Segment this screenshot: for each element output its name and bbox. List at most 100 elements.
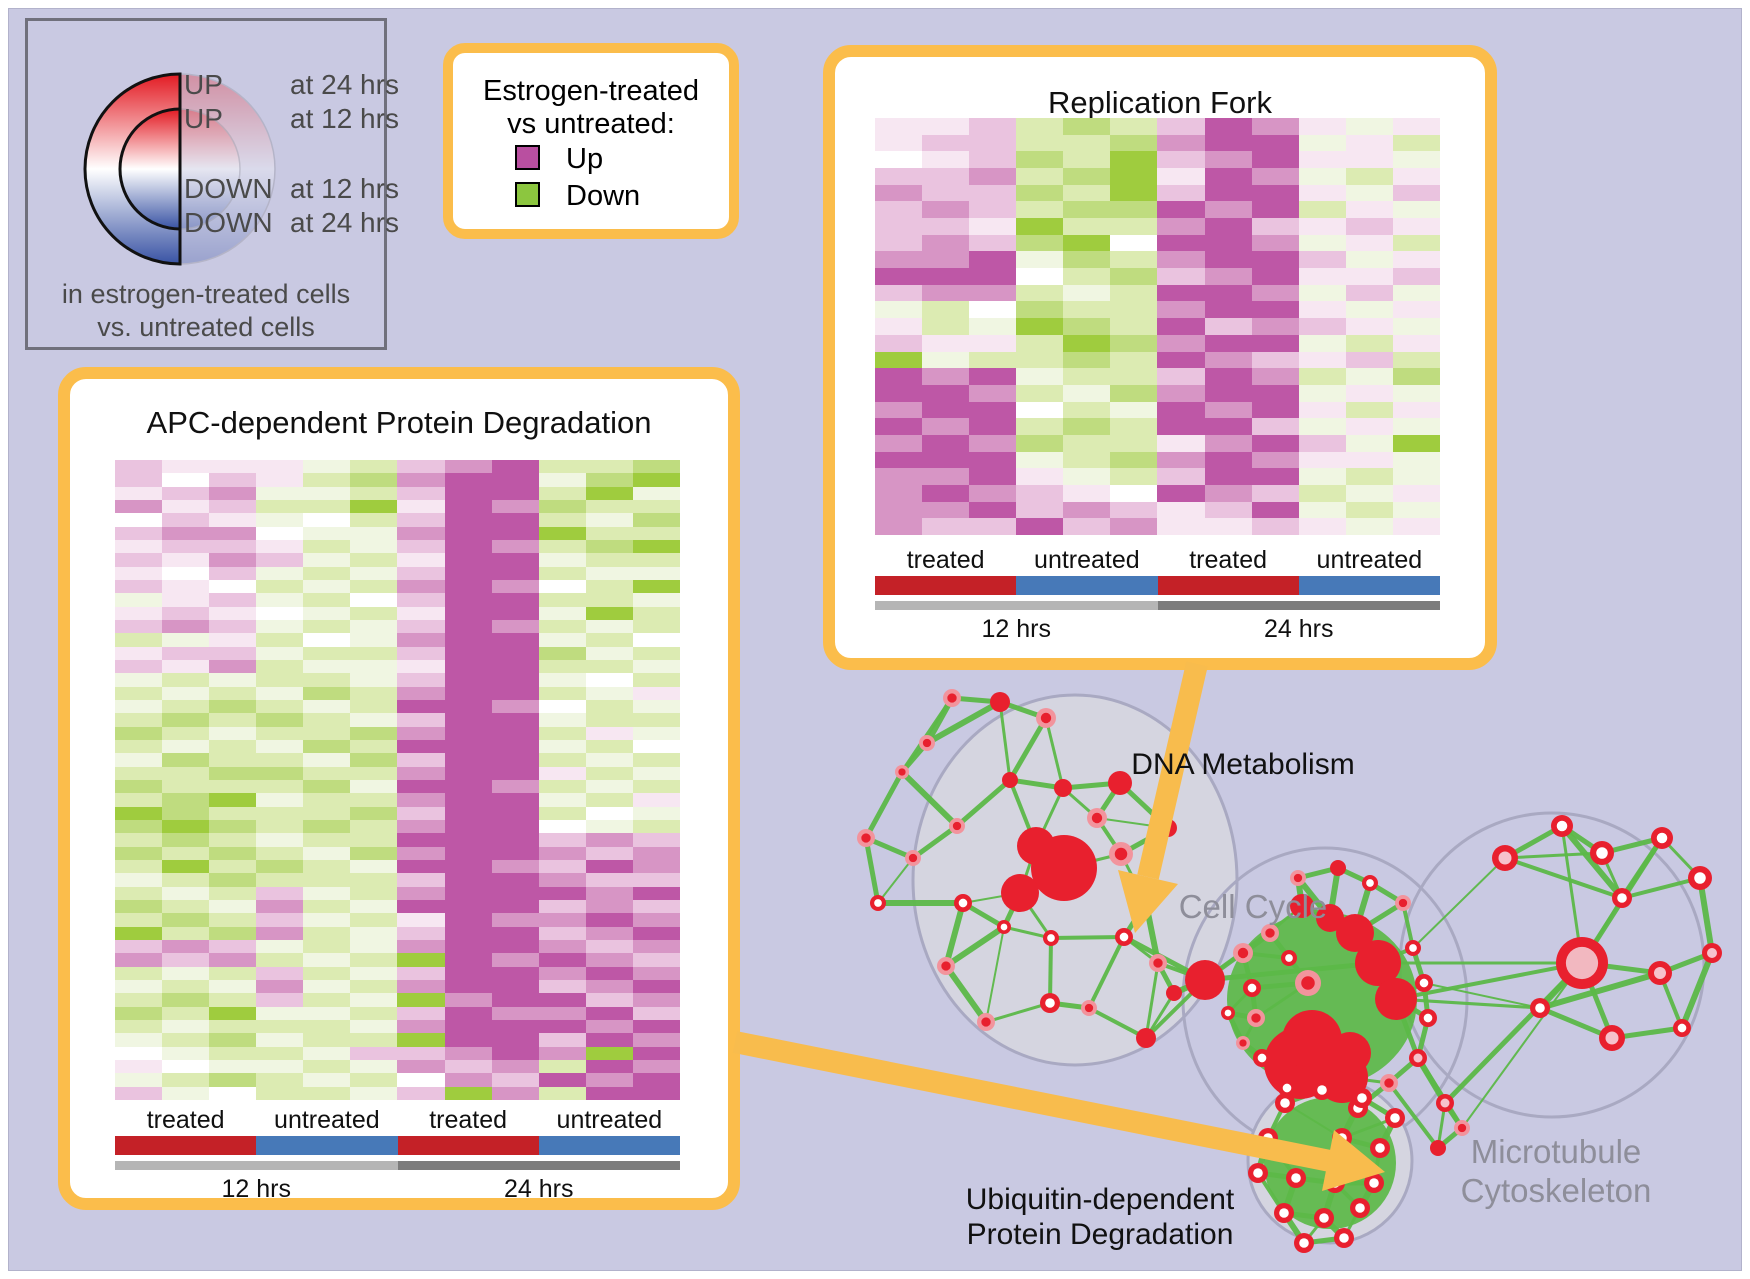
heatmap-cell [303,913,351,927]
heatmap-cell [1157,284,1205,302]
heatmap-cell [875,118,923,135]
heatmap-cell [397,1033,445,1047]
heatmap-cell [350,539,398,554]
heatmap-cell [1063,151,1111,169]
heatmap-cell [1110,251,1158,269]
heatmap-cell [969,451,1017,469]
microtubule-label-line1: Microtubule [1470,1133,1642,1170]
heatmap-cell [585,899,633,914]
heatmap-cell [491,753,539,767]
heatmap-cell [1110,484,1158,502]
heatmap-cell [1110,351,1158,369]
heatmap-cell [115,1059,163,1074]
heatmap-cell [1204,334,1252,352]
rf-time-bars [875,601,1440,610]
treatment-group-label: untreated [274,1106,380,1134]
heatmap-cell [350,966,398,980]
heatmap-cell [303,486,351,500]
heatmap-cell [1016,434,1064,452]
heatmap-cell [922,251,970,269]
heatmap-cell [538,886,586,900]
heatmap-cell [585,739,633,754]
heatmap-cell [209,1059,257,1074]
heatmap-cell [209,753,257,767]
heatmap-cell [209,993,257,1007]
heatmap-cell [162,993,210,1007]
heatmap-cell [922,368,970,385]
heatmap-cell [875,234,923,252]
heatmap-cell [256,873,304,887]
heatmap-cell [585,486,633,500]
heatmap-cell [1157,234,1205,252]
heatmap-cell [538,526,586,540]
heatmap-cell [162,846,210,860]
heatmap-cell [397,460,445,474]
heatmap-cell [585,646,633,660]
heatmap-cell [1298,134,1346,152]
heatmap-cell [922,168,970,185]
heatmap-cell [350,726,398,740]
heatmap-cell [1204,118,1252,135]
heatmap-cell [1251,168,1299,185]
heatmap-cell [256,726,304,740]
heatmap-cell [444,926,492,940]
heatmap-cell [585,793,633,807]
heatmap-cell [350,553,398,567]
heatmap-cell [1110,201,1158,219]
legend-up-12: UP [184,103,223,134]
heatmap-cell [1298,334,1346,352]
heatmap-cell [209,659,257,674]
heatmap-cell [1063,168,1111,185]
heatmap-cell [444,979,492,994]
heatmap-cell [162,1059,210,1074]
heatmap-cell [115,579,163,594]
heatmap-cell [115,993,163,1007]
heatmap-cell [115,513,163,527]
heatmap-cell [491,913,539,927]
heatmap-cell [350,953,398,967]
heatmap-cell [969,201,1017,219]
heatmap-cell [115,779,163,794]
heatmap-cell [1016,301,1064,319]
heatmap-cell [491,553,539,567]
heatmap-cell [256,886,304,900]
time-label: 24 hrs [1264,615,1334,643]
heatmap-cell [632,899,680,914]
heatmap-cell [922,118,970,135]
heatmap-cell [491,646,539,660]
heatmap-cell [350,1086,398,1100]
heatmap-cell [256,1059,304,1074]
heatmap-cell [303,513,351,527]
heatmap-cell [875,318,923,335]
heatmap-cell [209,499,257,514]
heatmap-cell [162,833,210,847]
up-swatch [515,145,540,170]
heatmap-cell [585,526,633,540]
heatmap-cell [1298,351,1346,369]
heatmap-cell [491,766,539,780]
heatmap-cell [491,1033,539,1047]
heatmap-cell [1345,268,1393,285]
heatmap-cell [922,268,970,285]
heatmap-cell [585,699,633,714]
heatmap-cell [1392,384,1440,402]
heatmap-cell [969,351,1017,369]
heatmap-cell [115,939,163,954]
heatmap-cell [1063,251,1111,269]
heatmap-cell [444,499,492,514]
heatmap-cell [538,953,586,967]
heatmap-cell [969,468,1017,485]
heatmap-cell [162,460,210,474]
heatmap-cell [538,553,586,567]
heatmap-cell [303,713,351,727]
heatmap-cell [303,966,351,980]
heatmap-cell [397,873,445,887]
heatmap-cell [256,953,304,967]
heatmap-cell [1251,234,1299,252]
heatmap-cell [115,553,163,567]
heatmap-cell [585,726,633,740]
heatmap-cell [162,1006,210,1020]
heatmap-cell [632,659,680,674]
heatmap-cell [256,1019,304,1034]
heatmap-cell [303,1059,351,1074]
